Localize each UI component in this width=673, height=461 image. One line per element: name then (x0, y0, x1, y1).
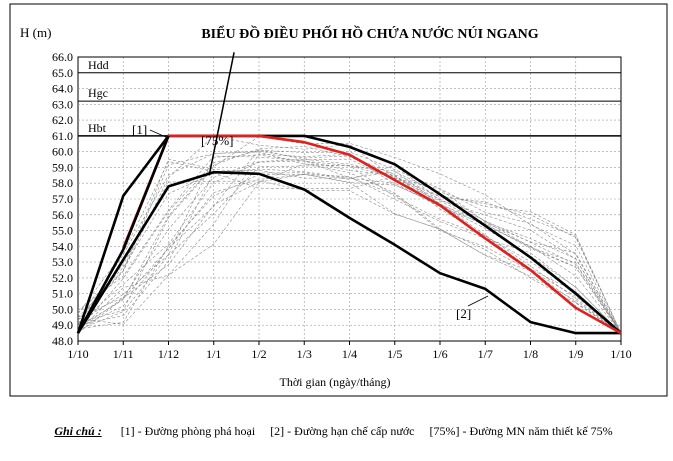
x-tick-label: 1/9 (568, 347, 583, 361)
scenario-line (77, 173, 622, 334)
footnote-item-3: [75%] - Đường MN năm thiết kế 75% (429, 424, 613, 438)
annotation-1: [1] (132, 122, 147, 137)
x-tick-label: 1/10 (610, 347, 631, 361)
y-tick-label: 66.0 (52, 50, 73, 64)
y-tick-label: 60.0 (52, 145, 73, 159)
y-tick-label: 55.0 (52, 224, 73, 238)
scenario-line (77, 158, 622, 334)
x-tick-label: 1/7 (478, 347, 493, 361)
y-tick-label: 65.0 (52, 66, 73, 80)
scenario-line (77, 135, 622, 334)
annotations: [1] [75%] [2] (132, 122, 489, 321)
footnote: Ghi chú : [1] - Đường phòng phá hoại [2]… (0, 424, 673, 439)
scenario-line (77, 180, 622, 334)
footnote-item-1: [1] - Đường phòng phá hoại (120, 424, 256, 438)
x-tick-label: 1/2 (251, 347, 266, 361)
footnote-title: Ghi chú : (54, 424, 102, 438)
x-tick-label: 1/3 (297, 347, 312, 361)
x-tick-label: 1/12 (158, 347, 179, 361)
y-tick-label: 52.0 (52, 271, 73, 285)
scenario-line (77, 163, 622, 334)
x-tick-label: 1/4 (342, 347, 357, 361)
footnote-item-2: [2] - Đường hạn chế cấp nước (270, 424, 415, 438)
scenario-line (77, 165, 622, 334)
y-tick-label: 64.0 (52, 82, 73, 96)
y-tick-label: 54.0 (52, 239, 73, 253)
scenario-line (77, 174, 622, 334)
y-tick-label: 62.0 (52, 113, 73, 127)
y-tick-label: 63.0 (52, 97, 73, 111)
annotation-leader (149, 129, 169, 139)
scenario-line (77, 172, 622, 334)
x-tick-label: 1/5 (387, 347, 402, 361)
chart-outer-frame (9, 3, 668, 397)
y-tick-label: 61.0 (52, 129, 73, 143)
scenario-line (77, 149, 622, 334)
x-tick-label: 1/10 (67, 347, 88, 361)
y-tick-label: 57.0 (52, 192, 73, 206)
x-tick-label: 1/6 (432, 347, 447, 361)
series-line (122, 134, 622, 335)
scenario-line (77, 136, 622, 334)
y-tick-label: 48.0 (52, 334, 73, 348)
y-tick-label: 51.0 (52, 287, 73, 301)
annotation-2: [2] (456, 306, 471, 321)
level-label: Hbt (88, 121, 107, 135)
x-tick-labels: 1/10 1/11 1/12 1/1 1/2 1/3 1/4 1/5 1/6 1/7 1/8 1/9 1… (67, 341, 632, 361)
scenario-line (77, 158, 622, 334)
x-tick-label: 1/11 (113, 347, 134, 361)
x-tick-label: 1/8 (523, 347, 538, 361)
x-tick-label: 1/1 (206, 347, 221, 361)
scenario-line (77, 161, 622, 334)
scenario-line (77, 173, 622, 334)
y-axis-label: H (m) (20, 25, 51, 40)
y-tick-label: 59.0 (52, 160, 73, 174)
series-line (208, 52, 235, 176)
level-label: Hdd (88, 58, 109, 72)
scenario-line (77, 155, 622, 334)
y-tick-label: 49.0 (52, 318, 73, 332)
reservoir-regulation-chart: Hdd Hgc Hbt 48.0 49.0 50.051.0 52.0 53.0 54.055… (9, 3, 668, 397)
y-tick-labels: 48.0 49.0 50.051.0 52.0 53.0 54.055.0 56.0 57.0… (52, 50, 73, 348)
y-tick-label: 58.0 (52, 176, 73, 190)
level-label: Hgc (88, 86, 108, 100)
x-axis-label: Thời gian (ngày/tháng) (280, 375, 391, 389)
annotation-leader (467, 295, 489, 307)
scenario-line (77, 151, 622, 334)
series-line (76, 134, 622, 335)
chart-title: BIỂU ĐỒ ĐIỀU PHỐI HỒ CHỨA NƯỚC NÚI NGANG (201, 24, 538, 42)
y-tick-label: 50.0 (52, 302, 73, 316)
series-lines (76, 52, 622, 335)
annotation-75: [75%] (201, 133, 234, 148)
y-tick-label: 53.0 (52, 255, 73, 269)
series-line (76, 170, 621, 335)
series-line (76, 135, 170, 334)
y-tick-label: 56.0 (52, 208, 73, 222)
scenario-line (77, 146, 622, 334)
